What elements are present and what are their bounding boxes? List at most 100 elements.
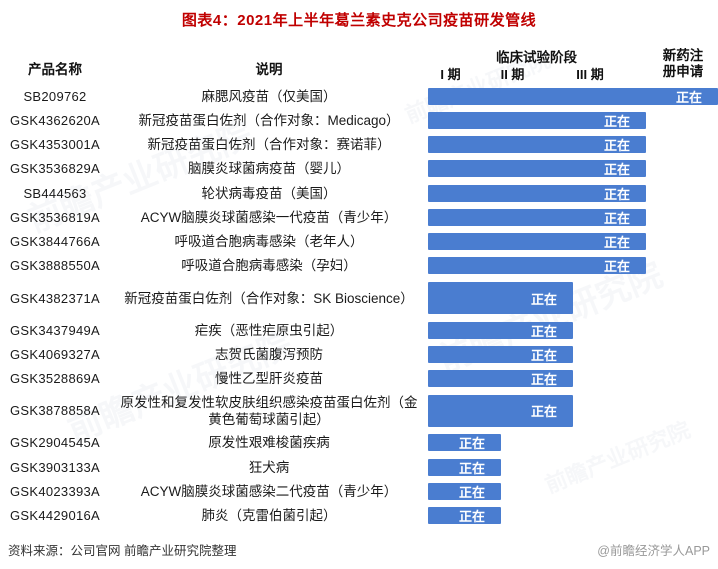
product-description: 原发性艰难梭菌疾病	[110, 434, 428, 451]
product-code: GSK4069327A	[9, 346, 101, 362]
product-code: GSK3888550A	[9, 258, 101, 274]
stage-bar: 正在	[428, 233, 646, 251]
stage-bar: 正在	[428, 160, 646, 178]
table-row: GSK2904545A 原发性艰难梭菌疾病 正在	[0, 431, 718, 455]
product-code: GSK2904545A	[9, 435, 101, 451]
product-description-text: 呼吸道合胞病毒感染（孕妇）	[181, 258, 357, 274]
product-code: GSK3528869A	[9, 371, 101, 387]
column-header-product: 产品名称	[28, 62, 82, 77]
product-description-text: 肺炎（克雷伯菌引起）	[201, 508, 337, 524]
table-row: SB209762 麻腮风疫苗（仅美国） 正在	[0, 84, 718, 108]
column-header-phase3: III 期	[576, 67, 604, 82]
product-code: GSK3844766A	[9, 234, 101, 250]
stage-bar-track: 正在	[428, 87, 718, 105]
table-row: GSK4023393A ACYW脑膜炎球菌感染二代疫苗（青少年） 正在	[0, 479, 718, 503]
table-row: GSK3437949A 疟疾（恶性疟原虫引起） 正在	[0, 318, 718, 342]
column-header-clinical: 临床试验阶段	[496, 50, 577, 65]
stage-bar-track: 正在	[428, 394, 718, 427]
source-note: 资料来源：公司官网 前瞻产业研究院整理	[8, 544, 237, 558]
product-description: 麻腮风疫苗（仅美国）	[110, 88, 428, 105]
product-description-text: 脑膜炎球菌病疫苗（婴儿）	[188, 161, 350, 177]
product-description: ACYW脑膜炎球菌感染二代疫苗（青少年）	[110, 483, 428, 500]
stage-bar: 正在	[428, 282, 573, 314]
product-description-text: 原发性艰难梭菌疾病	[208, 435, 330, 451]
stage-bar: 正在	[428, 87, 718, 105]
product-description-text: 慢性乙型肝炎疫苗	[215, 371, 323, 387]
stage-bar: 正在	[428, 136, 646, 154]
stage-bar-track: 正在	[428, 257, 718, 275]
product-code: GSK4382371A	[9, 290, 101, 306]
product-code: GSK4023393A	[9, 483, 101, 499]
table-row: GSK4069327A 志贺氏菌腹泻预防 正在	[0, 342, 718, 366]
product-description: 慢性乙型肝炎疫苗	[110, 370, 428, 387]
table-row: GSK3878858A 原发性和复发性软皮肤组织感染疫苗蛋白佐剂（金黄色葡萄球菌引…	[0, 391, 718, 431]
column-header-description: 说明	[255, 62, 283, 77]
product-code: GSK4362620A	[9, 112, 101, 128]
stage-bar-track: 正在	[428, 458, 718, 476]
stage-bar: 正在	[428, 507, 501, 525]
product-description-text: 新冠疫苗蛋白佐剂（合作对象：SK Bioscience）	[124, 290, 414, 306]
table-row: GSK3844766A 呼吸道合胞病毒感染（老年人） 正在	[0, 230, 718, 254]
table-row: GSK3528869A 慢性乙型肝炎疫苗 正在	[0, 367, 718, 391]
stage-bar: 正在	[428, 321, 573, 339]
product-description-text: 轮状病毒疫苗（美国）	[201, 185, 337, 201]
product-description: 新冠疫苗蛋白佐剂（合作对象：赛诺菲）	[110, 136, 428, 153]
product-code: SB444563	[23, 185, 87, 201]
product-description: 志贺氏菌腹泻预防	[110, 346, 428, 363]
product-description-text: 志贺氏菌腹泻预防	[215, 346, 323, 362]
stage-bar-track: 正在	[428, 370, 718, 388]
table-row: GSK3536819A ACYW脑膜炎球菌感染一代疫苗（青少年） 正在	[0, 205, 718, 229]
page-title: 图表4：2021年上半年葛兰素史克公司疫苗研发管线	[181, 12, 537, 29]
stage-bar-track: 正在	[428, 507, 718, 525]
table-row: GSK4353001A 新冠疫苗蛋白佐剂（合作对象：赛诺菲） 正在	[0, 133, 718, 157]
product-code: GSK3437949A	[9, 322, 101, 338]
product-description-text: 原发性和复发性软皮肤组织感染疫苗蛋白佐剂（金黄色葡萄球菌引起）	[120, 394, 418, 427]
product-code: GSK3536819A	[9, 209, 101, 225]
table-row: GSK3888550A 呼吸道合胞病毒感染（孕妇） 正在	[0, 254, 718, 278]
product-description: 呼吸道合胞病毒感染（老年人）	[110, 233, 428, 250]
table-row: GSK3536829A 脑膜炎球菌病疫苗（婴儿） 正在	[0, 157, 718, 181]
stage-bar: 正在	[428, 394, 573, 427]
stage-bar: 正在	[428, 257, 646, 275]
stage-bar: 正在	[428, 370, 573, 388]
product-description-text: ACYW脑膜炎球菌感染二代疫苗（青少年）	[140, 483, 398, 499]
stage-bar: 正在	[428, 458, 501, 476]
product-description: 轮状病毒疫苗（美国）	[110, 185, 428, 202]
table-row: GSK4362620A 新冠疫苗蛋白佐剂（合作对象：Medicago） 正在	[0, 108, 718, 132]
product-description-text: 狂犬病	[248, 459, 290, 475]
table-row: GSK3903133A 狂犬病 正在	[0, 455, 718, 479]
product-code: GSK3536829A	[9, 161, 101, 177]
product-description: 呼吸道合胞病毒感染（孕妇）	[110, 257, 428, 274]
stage-bar-track: 正在	[428, 160, 718, 178]
product-description: 新冠疫苗蛋白佐剂（合作对象：Medicago）	[110, 112, 428, 129]
product-code: GSK4429016A	[9, 508, 101, 524]
stage-bar: 正在	[428, 111, 646, 129]
stage-bar-track: 正在	[428, 111, 718, 129]
column-header-phase1: I 期	[440, 67, 461, 82]
product-description: 原发性和复发性软皮肤组织感染疫苗蛋白佐剂（金黄色葡萄球菌引起）	[110, 394, 428, 428]
stage-bar-track: 正在	[428, 482, 718, 500]
product-description: 疟疾（恶性疟原虫引起）	[110, 322, 428, 339]
table-body: SB209762 麻腮风疫苗（仅美国） 正在 GSK4362620A 新冠疫苗蛋白佐剂（…	[0, 84, 718, 528]
stage-bar-track: 正在	[428, 434, 718, 452]
product-description-text: 麻腮风疫苗（仅美国）	[201, 88, 337, 104]
table-row: GSK4382371A 新冠疫苗蛋白佐剂（合作对象：SK Bioscience） 正…	[0, 278, 718, 318]
product-description-text: 新冠疫苗蛋白佐剂（合作对象：赛诺菲）	[147, 137, 391, 153]
stage-bar: 正在	[428, 434, 501, 452]
stage-bar-track: 正在	[428, 233, 718, 251]
stage-bar-track: 正在	[428, 184, 718, 202]
stage-bar: 正在	[428, 208, 646, 226]
credit-note: @前瞻经济学人APP	[597, 544, 710, 558]
column-header-phase2: II 期	[500, 67, 525, 82]
stage-bar: 正在	[428, 184, 646, 202]
product-description-text: 呼吸道合胞病毒感染（老年人）	[174, 234, 364, 250]
product-description: 脑膜炎球菌病疫苗（婴儿）	[110, 160, 428, 177]
product-code: GSK3903133A	[9, 459, 101, 475]
product-description: 新冠疫苗蛋白佐剂（合作对象：SK Bioscience）	[110, 290, 428, 307]
product-code: GSK4353001A	[9, 137, 101, 153]
product-description-text: 疟疾（恶性疟原虫引起）	[194, 322, 344, 338]
table-row: GSK4429016A 肺炎（克雷伯菌引起） 正在	[0, 504, 718, 528]
product-description-text: ACYW脑膜炎球菌感染一代疫苗（青少年）	[140, 209, 398, 225]
column-header-registration: 新药注册申请	[662, 48, 704, 79]
